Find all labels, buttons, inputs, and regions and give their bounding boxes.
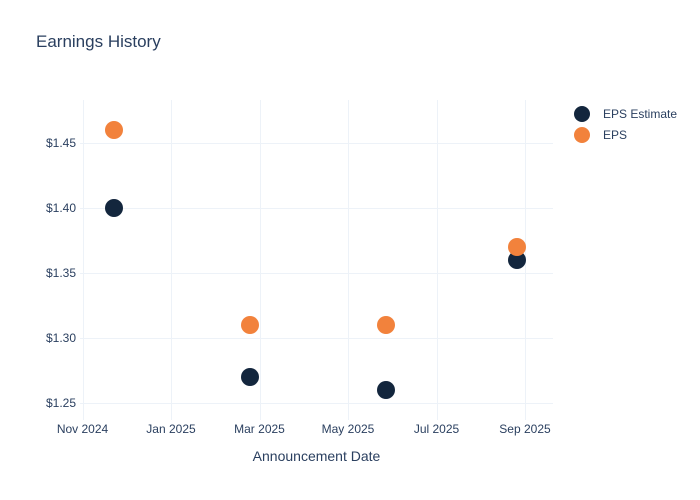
y-tick-label: $1.30 bbox=[45, 330, 76, 345]
legend-item-eps-estimate[interactable]: EPS Estimate bbox=[574, 106, 677, 122]
x-tick-label: May 2025 bbox=[321, 422, 375, 436]
chart-title: Earnings History bbox=[36, 32, 161, 51]
legend-item-eps[interactable]: EPS bbox=[574, 127, 677, 143]
data-point-eps-estimate[interactable] bbox=[241, 367, 260, 386]
y-tick-label: $1.35 bbox=[45, 265, 76, 280]
y-gridline bbox=[80, 142, 553, 144]
data-point-eps[interactable] bbox=[376, 315, 395, 334]
x-gridline bbox=[436, 100, 438, 420]
x-gridline bbox=[348, 100, 349, 420]
x-tick-label: Sep 2025 bbox=[499, 422, 551, 436]
x-gridline bbox=[259, 100, 261, 420]
eps-marker-icon bbox=[574, 127, 590, 143]
x-tick-label: Jul 2025 bbox=[413, 422, 460, 436]
y-tick-label: $1.45 bbox=[45, 135, 76, 150]
y-gridline bbox=[80, 207, 553, 209]
y-gridline bbox=[80, 402, 553, 404]
data-point-eps[interactable] bbox=[508, 237, 527, 256]
data-point-eps[interactable] bbox=[241, 315, 260, 334]
x-axis-title: Announcement Date bbox=[252, 448, 381, 464]
y-gridline bbox=[80, 337, 553, 339]
data-point-eps-estimate[interactable] bbox=[376, 380, 395, 399]
x-tick-label: Nov 2024 bbox=[56, 422, 109, 436]
eps-estimate-marker-icon bbox=[574, 106, 590, 122]
legend: EPS Estimate EPS bbox=[574, 106, 677, 143]
data-point-eps[interactable] bbox=[105, 120, 124, 139]
x-gridline bbox=[82, 100, 84, 420]
x-tick-label: Jan 2025 bbox=[146, 422, 196, 436]
y-gridline bbox=[80, 272, 553, 274]
x-tick-label: Mar 2025 bbox=[234, 422, 285, 436]
x-gridline bbox=[171, 100, 172, 420]
y-tick-label: $1.40 bbox=[45, 200, 76, 215]
legend-label-eps: EPS bbox=[603, 128, 628, 142]
data-point-eps-estimate[interactable] bbox=[105, 198, 124, 217]
legend-label-eps-estimate: EPS Estimate bbox=[603, 107, 678, 121]
y-tick-label: $1.25 bbox=[45, 395, 76, 410]
plot-area bbox=[80, 100, 553, 420]
